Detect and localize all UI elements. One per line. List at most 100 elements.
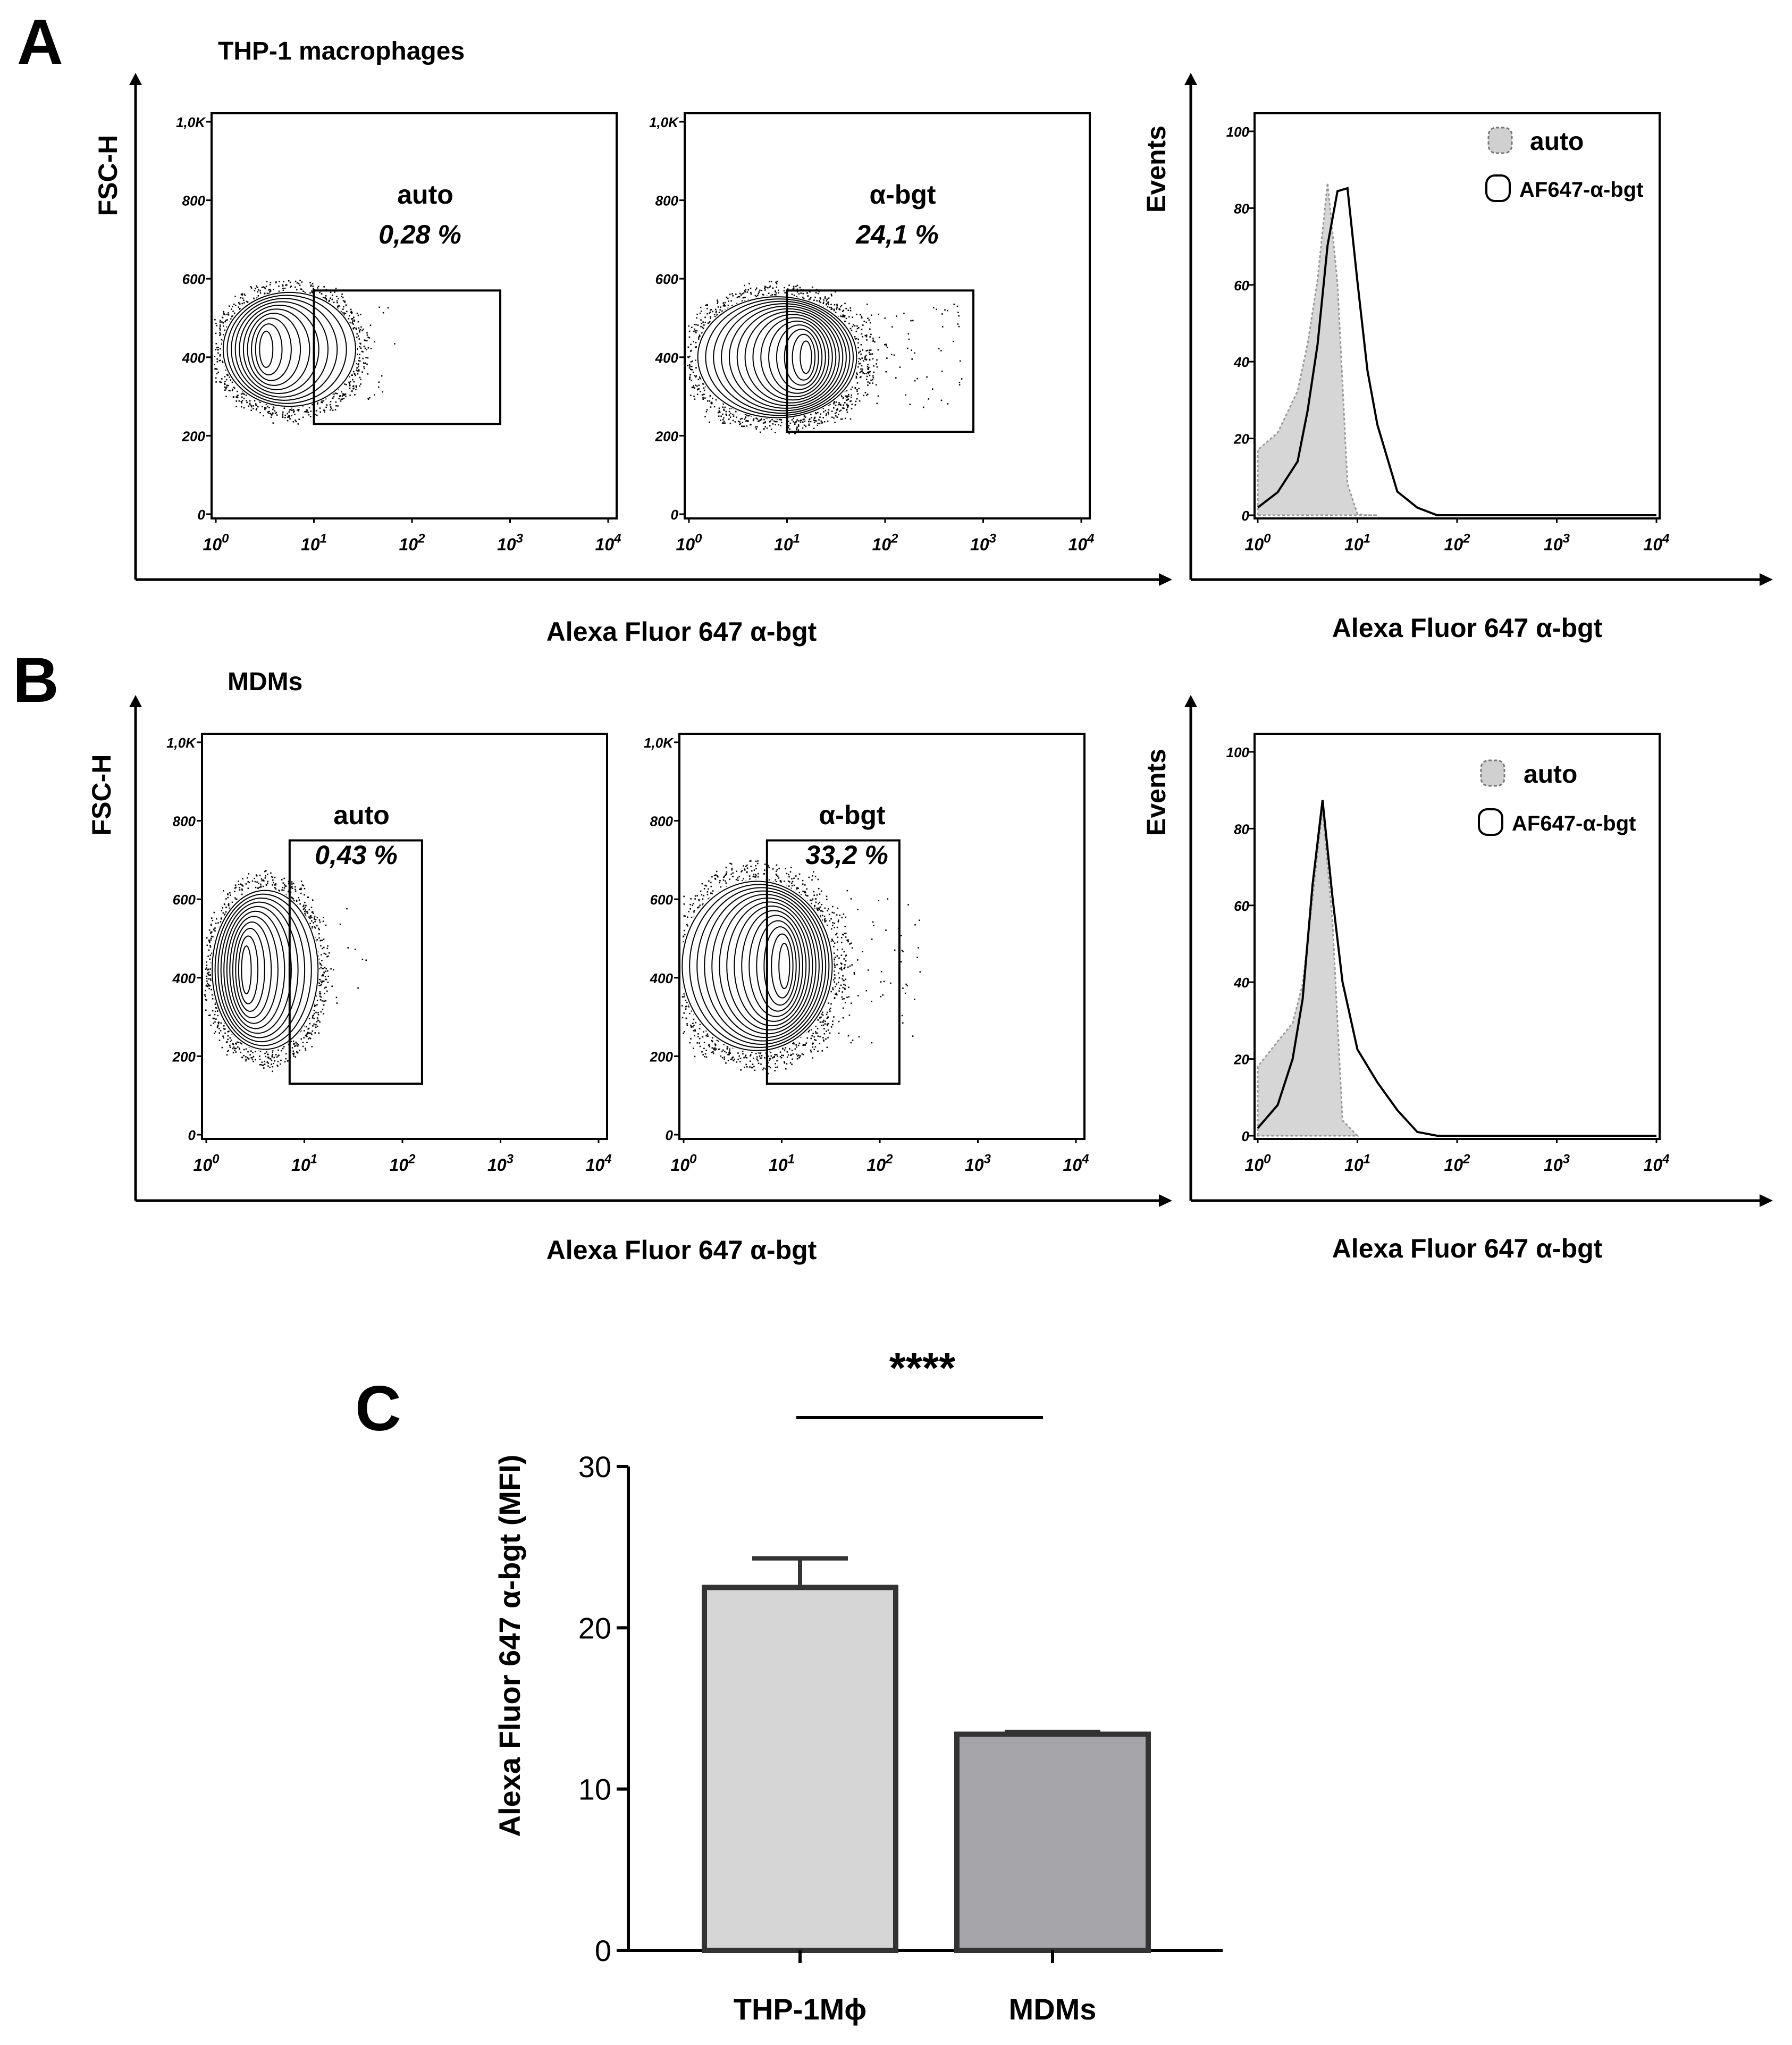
event-dot xyxy=(381,375,383,377)
event-dot xyxy=(325,978,327,980)
event-dot xyxy=(884,317,886,319)
event-dot xyxy=(850,400,852,402)
event-dot xyxy=(739,292,741,295)
event-dot xyxy=(689,368,692,370)
x-tick-label: 100 xyxy=(676,532,703,554)
event-dot xyxy=(313,1018,315,1019)
event-dot xyxy=(851,394,853,396)
event-dot xyxy=(878,313,880,315)
event-dot xyxy=(222,322,224,324)
arrow-head xyxy=(1760,573,1773,586)
event-dot xyxy=(693,341,694,342)
event-dot xyxy=(750,415,752,417)
event-dot xyxy=(265,286,267,287)
event-dot xyxy=(813,419,815,421)
event-dot xyxy=(340,398,342,400)
arrow-head xyxy=(1184,73,1197,85)
event-dot xyxy=(357,335,359,337)
event-dot xyxy=(250,409,252,411)
event-dot xyxy=(941,326,944,328)
event-dot xyxy=(698,388,700,390)
event-dot xyxy=(821,422,823,424)
gate-label: α-bgt xyxy=(869,180,936,209)
event-dot xyxy=(313,288,314,289)
event-dot xyxy=(820,298,821,300)
event-dot xyxy=(772,287,774,289)
event-dot xyxy=(703,383,704,385)
event-dot xyxy=(221,343,223,345)
event-dot xyxy=(703,393,705,395)
event-dot xyxy=(776,280,778,282)
event-dot xyxy=(354,373,356,375)
event-dot xyxy=(802,292,804,295)
event-dot xyxy=(221,339,222,341)
event-dot xyxy=(719,412,721,413)
event-dot xyxy=(219,326,221,328)
event-dot xyxy=(288,280,290,282)
y-tick-label: 40 xyxy=(1233,354,1249,370)
event-dot xyxy=(225,370,227,371)
event-dot xyxy=(742,293,743,295)
event-dot xyxy=(851,397,852,398)
event-dot xyxy=(364,367,365,370)
event-dot xyxy=(271,876,273,878)
event-dot xyxy=(342,308,344,310)
event-dot xyxy=(873,365,874,367)
event-dot xyxy=(742,297,744,299)
event-dot xyxy=(350,308,352,311)
event-dot xyxy=(235,406,237,407)
event-dot xyxy=(703,389,705,391)
event-dot xyxy=(214,368,216,370)
event-dot xyxy=(864,356,866,358)
event-dot xyxy=(274,413,276,414)
event-dot xyxy=(298,418,300,420)
event-dot xyxy=(330,406,332,408)
event-dot xyxy=(709,421,710,423)
event-dot xyxy=(809,291,811,293)
event-dot xyxy=(723,421,725,422)
y-tick-label: 100 xyxy=(1226,124,1250,140)
event-dot xyxy=(217,922,219,924)
event-dot xyxy=(792,288,794,290)
event-dot xyxy=(363,362,365,364)
event-dot xyxy=(317,287,318,289)
event-dot xyxy=(760,431,761,433)
event-dot xyxy=(231,1040,232,1041)
event-dot xyxy=(702,394,704,396)
event-dot xyxy=(710,406,712,408)
y-tick-label: 0 xyxy=(671,507,679,523)
event-dot xyxy=(220,348,221,350)
event-dot xyxy=(206,944,208,946)
event-dot xyxy=(707,322,709,324)
x-tick-label: 102 xyxy=(399,532,426,554)
event-dot xyxy=(870,333,872,336)
event-dot xyxy=(316,414,318,416)
event-dot xyxy=(871,314,872,316)
event-dot xyxy=(382,391,383,393)
event-dot xyxy=(872,339,874,341)
event-dot xyxy=(802,427,804,429)
event-dot xyxy=(297,409,298,411)
event-dot xyxy=(689,377,691,379)
event-dot xyxy=(361,330,363,332)
event-dot xyxy=(213,1022,214,1024)
event-dot xyxy=(710,309,712,311)
event-dot xyxy=(319,411,321,413)
event-dot xyxy=(842,314,844,316)
event-dot xyxy=(344,393,347,395)
y-tick-label: 0 xyxy=(1242,508,1250,524)
event-dot xyxy=(762,294,764,296)
event-dot xyxy=(810,414,812,415)
contour-line xyxy=(752,314,833,401)
event-dot xyxy=(238,306,239,308)
event-dot xyxy=(739,423,741,425)
event-dot xyxy=(356,333,358,335)
event-dot xyxy=(865,355,867,356)
event-dot xyxy=(744,414,746,415)
plot-frame xyxy=(201,733,608,1140)
event-dot xyxy=(256,408,258,409)
event-dot xyxy=(360,347,362,349)
event-dot xyxy=(736,297,738,298)
event-dot xyxy=(876,384,877,385)
